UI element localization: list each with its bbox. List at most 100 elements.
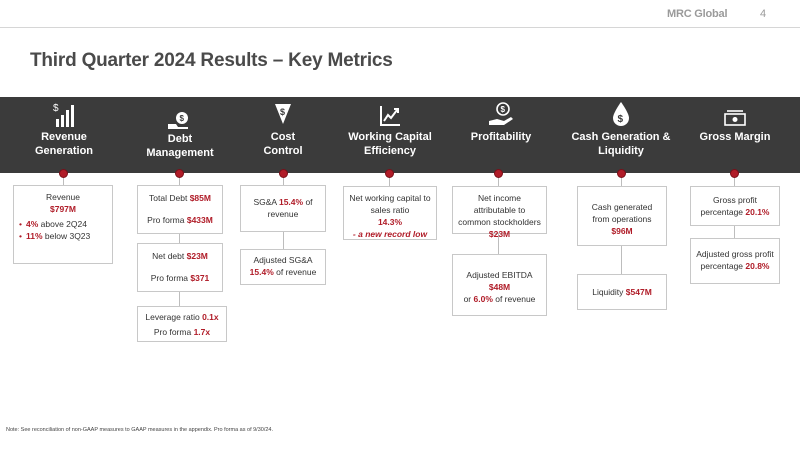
- pro-forma-debt-line: Pro forma $433M: [143, 214, 217, 226]
- comparison-value: 11%: [25, 231, 43, 241]
- connector-line: [283, 178, 284, 185]
- column-heading-profitability: $ Profitability: [446, 100, 556, 144]
- working-capital-value: 14.3%: [377, 217, 403, 227]
- heading-line-2: Control: [263, 145, 303, 157]
- heading-line-2: Efficiency: [364, 145, 416, 157]
- svg-text:$: $: [180, 114, 185, 123]
- svg-text:$: $: [501, 105, 506, 114]
- sga-value: 15.4%: [278, 197, 304, 207]
- adjusted-ebitda-box: Adjusted EBITDA $48M or 6.0% of revenue: [452, 254, 547, 316]
- working-capital-box: Net working capital to sales ratio 14.3%…: [343, 186, 437, 240]
- connector-line: [498, 234, 499, 254]
- gross-profit-value: 20.1%: [745, 207, 770, 217]
- svg-text:$: $: [618, 114, 624, 125]
- connector-line: [734, 226, 735, 238]
- cash-generated-value: $96M: [611, 226, 633, 236]
- sga-label: SG&A: [253, 197, 279, 207]
- profit-hand-icon: $: [489, 102, 513, 125]
- adjusted-sga-value: 15.4%: [249, 267, 274, 277]
- sga-suffix: of revenue: [267, 197, 313, 219]
- column-heading-cost: $ Cost Control: [228, 100, 338, 158]
- column-marker: [617, 169, 626, 178]
- adjusted-gross-profit-value: 20.8%: [745, 261, 770, 271]
- svg-text:$: $: [280, 107, 285, 117]
- total-debt-line: Total Debt $85M: [143, 192, 217, 204]
- adjusted-gross-profit-label: Adjusted gross profit percentage: [696, 249, 774, 271]
- connector-line: [179, 178, 180, 185]
- connector-line: [179, 292, 180, 306]
- ebitda-percent-line: or 6.0% of revenue: [458, 293, 541, 305]
- leverage-label: Leverage ratio: [145, 312, 203, 322]
- connector-line: [179, 234, 180, 243]
- leverage-value: 0.1x: [202, 312, 219, 322]
- revenue-comparison-list: 4% above 2Q24 11% below 3Q23: [19, 218, 107, 242]
- money-bill-icon: [724, 110, 746, 126]
- liquidity-value: $547M: [625, 287, 652, 297]
- gross-profit-box: Gross profit percentage 20.1%: [690, 186, 780, 226]
- column-heading-cash: $ Cash Generation & Liquidity: [566, 100, 676, 158]
- pro-forma-label: Pro forma: [153, 327, 194, 337]
- cash-generated-box: Cash generated from operations $96M: [577, 186, 667, 246]
- footnote: Note: See reconciliation of non-GAAP mea…: [6, 427, 273, 433]
- heading-line-1: Cost: [270, 131, 296, 143]
- working-capital-text: Net working capital to sales ratio: [349, 193, 431, 215]
- connector-line: [621, 178, 622, 186]
- leverage-line: Leverage ratio 0.1x: [143, 311, 221, 323]
- connector-line: [283, 232, 284, 249]
- net-income-label: Net income attributable to common stockh…: [458, 193, 541, 227]
- header-divider: [0, 27, 800, 28]
- ebitda-value: $48M: [488, 282, 511, 292]
- connector-line: [498, 178, 499, 186]
- pro-forma-net-debt-line: Pro forma $371: [143, 272, 217, 284]
- ebitda-percent: 6.0%: [473, 294, 493, 304]
- adjusted-sga-box: Adjusted SG&A 15.4% of revenue: [240, 249, 326, 285]
- comparison-value: 4%: [25, 219, 39, 229]
- pro-forma-value: $371: [190, 273, 210, 283]
- cash-drop-icon: $: [613, 102, 629, 126]
- adjusted-sga-label: Adjusted SG&A: [253, 255, 313, 265]
- brand-logo-text: MRC Global: [667, 8, 728, 20]
- list-item: 11% below 3Q23: [19, 230, 107, 242]
- heading-line-2: Management: [146, 147, 214, 159]
- ebitda-suffix: of revenue: [492, 294, 536, 304]
- column-marker: [279, 169, 288, 178]
- comparison-text: below 3Q23: [42, 231, 91, 241]
- debt-hand-icon: $: [168, 112, 188, 129]
- page-title: Third Quarter 2024 Results – Key Metrics: [30, 50, 393, 71]
- total-debt-box: Total Debt $85M Pro forma $433M: [137, 185, 223, 234]
- sga-box: SG&A 15.4% of revenue: [240, 185, 326, 232]
- net-debt-label: Net debt: [152, 251, 187, 261]
- ebitda-label: Adjusted EBITDA: [466, 270, 533, 280]
- gross-profit-label: Gross profit percentage: [700, 195, 757, 217]
- column-marker: [175, 169, 184, 178]
- connector-line: [621, 246, 622, 274]
- column-heading-debt: $ Debt Management: [125, 110, 235, 160]
- column-heading-gross-margin: Gross Margin: [680, 100, 790, 144]
- liquidity-label: Liquidity: [592, 287, 626, 297]
- heading-line-1: Cash Generation &: [571, 131, 671, 143]
- net-income-value: $23M: [488, 229, 511, 239]
- heading-line-1: Debt: [167, 133, 193, 145]
- column-marker: [730, 169, 739, 178]
- net-debt-value: $23M: [186, 251, 208, 261]
- leverage-ratio-box: Leverage ratio 0.1x Pro forma 1.7x: [137, 306, 227, 342]
- net-income-box: Net income attributable to common stockh…: [452, 186, 547, 239]
- heading-line-1: Gross Margin: [699, 131, 771, 143]
- comparison-text: above 2Q24: [38, 219, 87, 229]
- ebitda-or: or: [463, 294, 474, 304]
- record-low-note: - a new record low: [352, 229, 428, 239]
- working-capital-chart-icon: [380, 106, 400, 126]
- heading-line-1: Working Capital: [348, 131, 432, 143]
- column-heading-working-capital: Working Capital Efficiency: [335, 100, 445, 158]
- pro-forma-value: 1.7x: [193, 327, 211, 337]
- total-debt-value: $85M: [189, 193, 211, 203]
- pro-forma-label: Pro forma: [147, 215, 187, 225]
- revenue-bars-icon: $: [53, 103, 74, 127]
- heading-line-1: Profitability: [470, 131, 532, 143]
- connector-line: [734, 178, 735, 186]
- adjusted-sga-suffix: of revenue: [273, 267, 317, 277]
- revenue-metric-box: Revenue $797M 4% above 2Q24 11% below 3Q…: [13, 185, 113, 264]
- column-marker: [385, 169, 394, 178]
- ebitda-line: Adjusted EBITDA $48M: [458, 269, 541, 293]
- pro-forma-label: Pro forma: [150, 273, 191, 283]
